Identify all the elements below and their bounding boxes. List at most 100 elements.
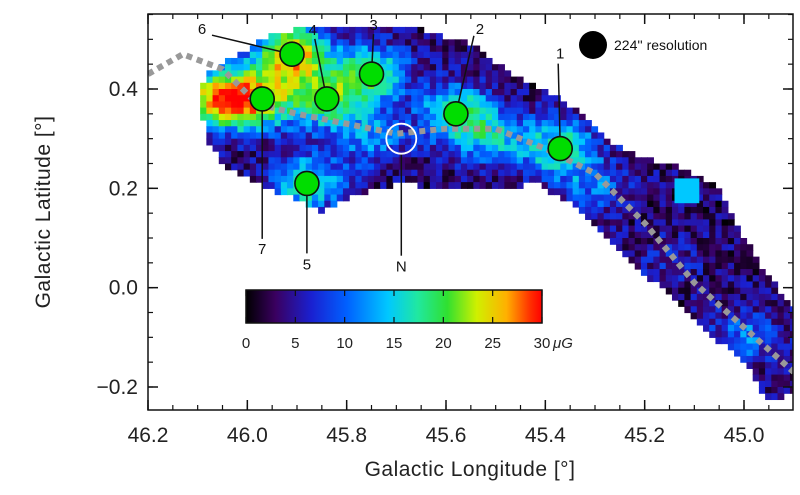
heatmap-cell: [218, 89, 226, 96]
heatmap-cell: [746, 250, 754, 258]
heatmap-cell: [442, 182, 450, 189]
heatmap-cell: [566, 126, 574, 134]
heatmap-cell: [367, 51, 375, 59]
heatmap-cell: [647, 256, 654, 264]
heatmap-cell: [703, 213, 710, 220]
heatmap-cell: [231, 113, 238, 121]
heatmap-cell: [479, 151, 487, 158]
heatmap-cell: [578, 138, 586, 146]
heatmap-cell: [411, 95, 419, 103]
heatmap-cell: [603, 144, 611, 152]
heatmap-cell: [616, 163, 623, 171]
marker-label-3: 3: [369, 17, 377, 34]
heatmap-cell: [715, 275, 723, 283]
heatmap-cell: [473, 76, 481, 84]
heatmap-cell: [361, 182, 369, 189]
heatmap-cell: [758, 293, 766, 301]
heatmap-cell: [678, 238, 685, 245]
heatmap-cell: [380, 144, 387, 152]
heatmap-cell: [684, 275, 692, 283]
heatmap-cell: [585, 182, 592, 189]
heatmap-cell: [721, 244, 729, 252]
heatmap-cell: [417, 169, 425, 177]
heatmap-cell: [659, 206, 667, 214]
heatmap-cell: [491, 126, 499, 134]
heatmap-cell: [491, 163, 499, 171]
heatmap-cell: [752, 262, 760, 270]
heatmap-cell: [200, 101, 207, 109]
heatmap-cell: [510, 138, 518, 146]
heatmap-cell: [572, 113, 580, 121]
heatmap-cell: [256, 157, 263, 165]
heatmap-cell: [696, 194, 704, 202]
heatmap-cell: [634, 200, 642, 208]
heatmap-cell: [324, 182, 332, 189]
heatmap-cell: [330, 157, 338, 165]
heatmap-cell: [510, 95, 518, 103]
heatmap-cell: [783, 368, 791, 376]
heatmap-cell: [690, 213, 698, 220]
heatmap-cell: [330, 45, 338, 53]
heatmap-cell: [405, 175, 412, 183]
heatmap-cell: [454, 95, 462, 103]
heatmap-cell: [460, 95, 468, 103]
heatmap-cell: [734, 244, 741, 252]
heatmap-cell: [765, 331, 772, 338]
heatmap-cell: [237, 89, 245, 96]
heatmap-cell: [498, 182, 505, 189]
heatmap-cell: [256, 51, 263, 59]
heatmap-cell: [262, 132, 270, 140]
heatmap-cell: [367, 151, 375, 158]
heatmap-cell: [448, 175, 456, 183]
heatmap-cell: [336, 132, 344, 140]
heatmap-cell: [479, 113, 487, 121]
heatmap-cell: [665, 194, 673, 202]
heatmap-cell: [336, 151, 344, 158]
heatmap-cell: [206, 82, 214, 90]
heatmap-cell: [671, 200, 679, 208]
heatmap-cell: [342, 157, 350, 165]
heatmap-cell: [653, 182, 661, 189]
heatmap-cell: [498, 89, 505, 96]
heatmap-cell: [429, 64, 437, 71]
heatmap-cell: [361, 113, 369, 121]
heatmap-cell: [796, 381, 800, 388]
heatmap-cell: [665, 250, 673, 258]
heatmap-cell: [293, 26, 301, 34]
heatmap-cell: [510, 107, 518, 115]
heatmap-cell: [237, 169, 245, 177]
heatmap-cell: [380, 33, 387, 40]
heatmap-cell: [392, 151, 400, 158]
heatmap-cell: [554, 95, 561, 103]
heatmap-cell: [392, 120, 400, 127]
heatmap-cell: [268, 126, 276, 134]
heatmap-cell: [522, 132, 530, 140]
marker-label-2: 2: [476, 21, 484, 38]
heatmap-cell: [274, 120, 282, 127]
x-tick-label: 45.2: [624, 424, 665, 447]
heatmap-cell: [529, 132, 536, 140]
heatmap-cell: [727, 244, 735, 252]
heatmap-cell: [423, 169, 431, 177]
heatmap-cell: [262, 151, 270, 158]
heatmap-cell: [529, 101, 536, 109]
heatmap-cell: [442, 157, 450, 165]
heatmap-cell: [634, 157, 642, 165]
heatmap-cell: [684, 238, 692, 245]
heatmap-cell: [734, 300, 741, 307]
heatmap-cell: [740, 306, 748, 314]
heatmap-cell: [280, 76, 288, 84]
heatmap-cell: [361, 107, 369, 115]
heatmap-cell: [522, 107, 530, 115]
heatmap-cell: [746, 362, 754, 369]
heatmap-cell: [485, 101, 493, 109]
heatmap-cell: [659, 250, 667, 258]
heatmap-cell: [560, 113, 568, 121]
heatmap-cell: [200, 82, 207, 90]
heatmap-cell: [224, 144, 232, 152]
heatmap-cell: [541, 175, 549, 183]
heatmap-cell: [274, 107, 282, 115]
heatmap-cell: [467, 113, 474, 121]
heatmap-cell: [510, 113, 518, 121]
heatmap-cell: [330, 126, 338, 134]
